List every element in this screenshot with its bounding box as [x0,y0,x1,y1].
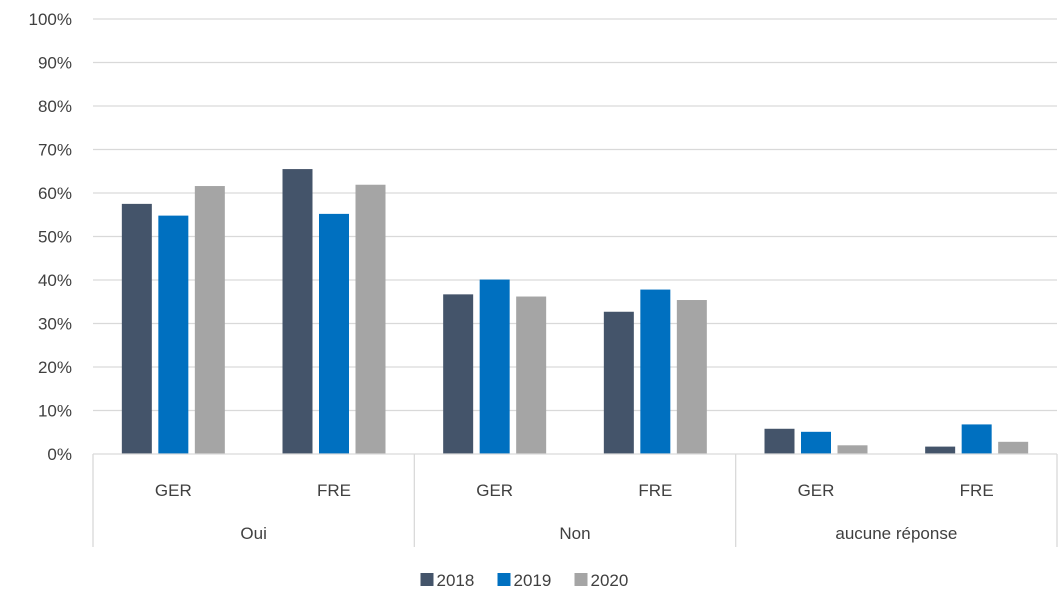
legend-swatch-2018 [420,573,434,586]
y-tick-label: 100% [29,10,72,29]
y-tick-label: 60% [38,184,72,203]
legend-swatch-2020 [574,573,588,586]
bar-2019-oui-ger [158,215,189,454]
bar-2019-non-fre [640,289,671,454]
y-tick-label: 0% [47,445,72,464]
legend-label-2019: 2019 [514,571,552,590]
y-tick-label: 80% [38,97,72,116]
bar-2020-oui-fre [355,184,386,455]
bar-2018-non-fre [603,311,634,454]
x-group-label: Oui [240,524,266,543]
bar-2018-aucune-réponse-fre [925,446,956,454]
bar-2018-non-ger [443,294,474,454]
bar-2019-oui-fre [319,213,349,454]
y-tick-label: 10% [38,402,72,421]
bar-2020-oui-ger [194,186,225,455]
bar-2019-aucune-réponse-fre [961,424,992,454]
x-axis: GER FRE Oui GER FRE Non GER FRE aucune réponse [92,453,1058,547]
bar-2020-aucune-réponse-fre [998,441,1029,454]
y-tick-label: 40% [38,271,72,290]
bar-2020-non-ger [516,296,547,454]
x-group-label: Non [559,524,590,543]
bar-2019-non-ger [479,279,510,454]
y-tick-label: 50% [38,228,72,247]
legend-swatch-2019 [497,573,511,586]
x-category-label: FRE [960,481,994,500]
x-category-label: GER [155,481,192,500]
y-tick-label: 30% [38,315,72,334]
x-group-label: aucune réponse [835,524,957,543]
y-tick-label: 20% [38,358,72,377]
y-tick-label: 70% [38,141,72,160]
bar-2020-non-fre [676,300,707,454]
bar-2018-oui-fre [282,169,313,454]
x-category-label: GER [476,481,513,500]
legend: 2018 2019 2020 [420,571,629,590]
bar-2020-aucune-réponse-ger [837,445,868,454]
x-category-label: FRE [317,481,351,500]
x-category-label: FRE [638,481,672,500]
legend-label-2020: 2020 [591,571,629,590]
legend-label-2018: 2018 [437,571,475,590]
bar-2019-aucune-réponse-ger [801,431,831,454]
gridlines [93,18,1057,412]
y-axis-tick-labels: 0% 10% 20% 30% 40% 50% 60% 70% 80% 90% 100% [29,10,72,464]
bars [121,169,1029,455]
x-category-label: GER [798,481,835,500]
bar-2018-aucune-réponse-ger [764,428,795,454]
bar-2018-oui-ger [121,203,152,454]
y-tick-label: 90% [38,54,72,73]
